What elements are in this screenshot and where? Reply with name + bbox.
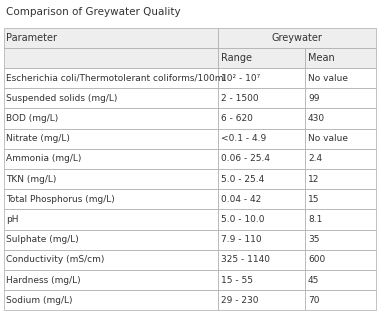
Text: No value: No value: [308, 74, 348, 83]
Bar: [4, 209, 218, 230]
Bar: [305, 149, 376, 169]
Text: 15: 15: [308, 195, 319, 204]
Bar: [305, 169, 376, 189]
Text: Conductivity (mS/cm): Conductivity (mS/cm): [6, 256, 105, 265]
Text: Suspended solids (mg/L): Suspended solids (mg/L): [6, 94, 118, 103]
Bar: [305, 189, 376, 209]
Text: 5.0 - 10.0: 5.0 - 10.0: [220, 215, 264, 224]
Text: 0.04 - 42: 0.04 - 42: [220, 195, 261, 204]
Text: 7.9 - 110: 7.9 - 110: [220, 235, 261, 244]
Text: 600: 600: [308, 256, 325, 265]
Text: 6 - 620: 6 - 620: [220, 114, 253, 123]
Bar: [4, 68, 218, 88]
Bar: [305, 88, 376, 109]
Text: pH: pH: [6, 215, 19, 224]
Bar: [305, 129, 376, 149]
Bar: [305, 109, 376, 129]
Text: Greywater: Greywater: [271, 33, 322, 43]
Bar: [218, 189, 305, 209]
Text: 8.1: 8.1: [308, 215, 322, 224]
Text: 10² - 10⁷: 10² - 10⁷: [220, 74, 260, 83]
Bar: [4, 109, 218, 129]
Text: TKN (mg/L): TKN (mg/L): [6, 175, 57, 184]
Text: 29 - 230: 29 - 230: [220, 296, 258, 305]
Text: 2 - 1500: 2 - 1500: [220, 94, 258, 103]
Text: Sulphate (mg/L): Sulphate (mg/L): [6, 235, 79, 244]
Text: 99: 99: [308, 94, 319, 103]
Bar: [305, 48, 376, 68]
Bar: [305, 230, 376, 250]
Bar: [4, 88, 218, 109]
Bar: [218, 250, 305, 270]
Text: Hardness (mg/L): Hardness (mg/L): [6, 275, 81, 285]
Text: 45: 45: [308, 275, 319, 285]
Bar: [218, 129, 305, 149]
Text: Parameter: Parameter: [6, 33, 57, 43]
Text: 5.0 - 25.4: 5.0 - 25.4: [220, 175, 264, 184]
Bar: [4, 28, 218, 48]
Text: 35: 35: [308, 235, 319, 244]
Bar: [218, 109, 305, 129]
Text: 0.06 - 25.4: 0.06 - 25.4: [220, 154, 270, 163]
Text: Mean: Mean: [308, 53, 335, 63]
Bar: [218, 28, 376, 48]
Bar: [218, 48, 305, 68]
Bar: [4, 290, 218, 310]
Bar: [305, 209, 376, 230]
Text: <0.1 - 4.9: <0.1 - 4.9: [220, 134, 266, 143]
Text: Comparison of Greywater Quality: Comparison of Greywater Quality: [6, 7, 180, 17]
Bar: [218, 68, 305, 88]
Bar: [4, 129, 218, 149]
Text: 325 - 1140: 325 - 1140: [220, 256, 270, 265]
Text: BOD (mg/L): BOD (mg/L): [6, 114, 59, 123]
Text: Sodium (mg/L): Sodium (mg/L): [6, 296, 73, 305]
Bar: [4, 48, 218, 68]
Text: Range: Range: [220, 53, 251, 63]
Bar: [305, 270, 376, 290]
Bar: [305, 68, 376, 88]
Bar: [218, 230, 305, 250]
Bar: [4, 230, 218, 250]
Text: 15 - 55: 15 - 55: [220, 275, 253, 285]
Bar: [218, 169, 305, 189]
Bar: [305, 290, 376, 310]
Text: Ammonia (mg/L): Ammonia (mg/L): [6, 154, 82, 163]
Bar: [4, 149, 218, 169]
Text: Escherichia coli/Thermotolerant coliforms/100ml: Escherichia coli/Thermotolerant coliform…: [6, 74, 226, 83]
Bar: [218, 209, 305, 230]
Text: 12: 12: [308, 175, 319, 184]
Bar: [4, 250, 218, 270]
Bar: [218, 88, 305, 109]
Bar: [218, 270, 305, 290]
Text: No value: No value: [308, 134, 348, 143]
Text: 70: 70: [308, 296, 319, 305]
Text: Nitrate (mg/L): Nitrate (mg/L): [6, 134, 70, 143]
Text: Total Phosphorus (mg/L): Total Phosphorus (mg/L): [6, 195, 115, 204]
Text: 2.4: 2.4: [308, 154, 322, 163]
Bar: [4, 270, 218, 290]
Bar: [4, 169, 218, 189]
Bar: [4, 189, 218, 209]
Bar: [305, 250, 376, 270]
Bar: [218, 149, 305, 169]
Text: 430: 430: [308, 114, 325, 123]
Bar: [218, 290, 305, 310]
